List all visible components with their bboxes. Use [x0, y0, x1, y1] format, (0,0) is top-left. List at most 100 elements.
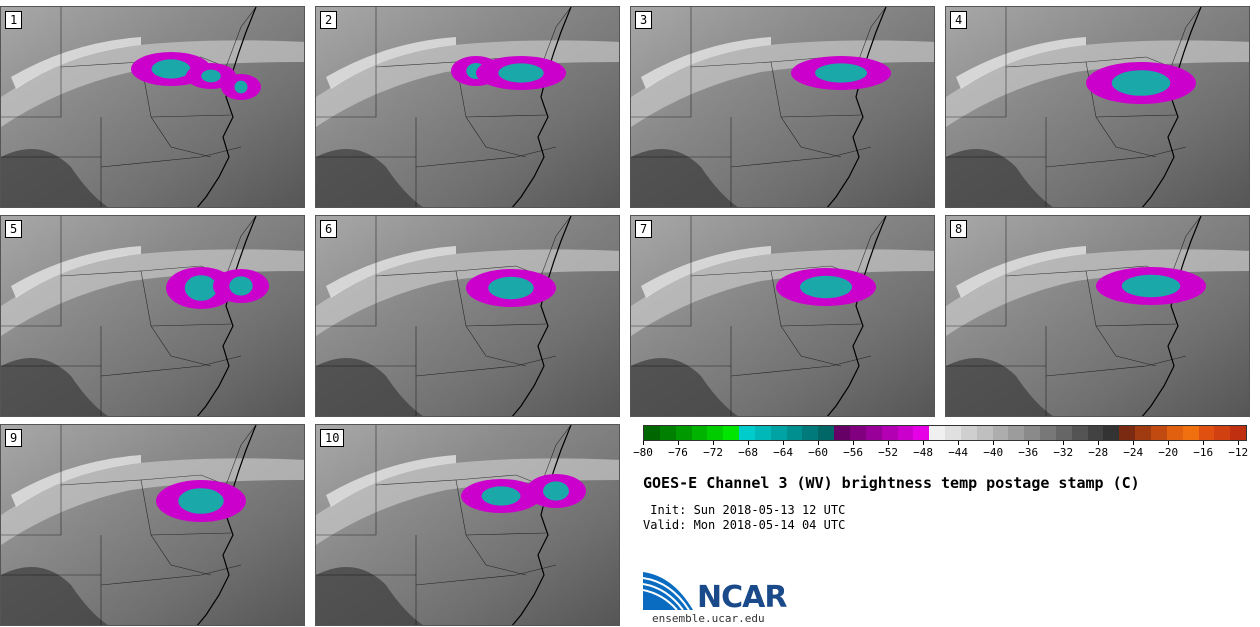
colorbar-swatch	[913, 426, 930, 440]
colorbar-tick-mark	[1028, 441, 1030, 445]
map-panel-2: 2	[315, 6, 620, 208]
map-panel-4: 4	[945, 6, 1250, 208]
ncar-url: ensemble.ucar.edu	[652, 612, 765, 625]
water-vapor-map	[316, 425, 619, 625]
colorbar-swatch	[992, 426, 1009, 440]
colorbar-tick-label: −48	[913, 446, 934, 459]
colorbar-tick-label: −12	[1228, 446, 1249, 459]
colorbar-tick-label: −72	[703, 446, 723, 459]
colorbar-swatch	[1071, 426, 1088, 440]
colorbar-tick-mark	[783, 441, 785, 445]
colorbar-swatch	[1119, 426, 1136, 440]
ncar-logo-icon	[643, 572, 693, 611]
colorbar-swatch	[754, 426, 771, 440]
water-vapor-map	[316, 216, 619, 416]
colorbar-swatch	[691, 426, 708, 440]
colorbar-tick-label: −44	[948, 446, 969, 459]
panel-label: 4	[950, 11, 968, 29]
colorbar-tick-label: −76	[668, 446, 688, 459]
colorbar-tick-mark	[713, 441, 715, 445]
colorbar-swatch	[1024, 426, 1041, 440]
colorbar-swatch	[1103, 426, 1120, 440]
colorbar-swatch	[1040, 426, 1056, 440]
colorbar-tick-label: −32	[1053, 446, 1074, 459]
colorbar-tick-label: −36	[1018, 446, 1039, 459]
colorbar-swatch	[786, 426, 803, 440]
colorbar-swatch	[802, 426, 819, 440]
colorbar-swatch	[707, 426, 724, 440]
map-panel-10: 10	[315, 424, 620, 626]
init-time: Init: Sun 2018-05-13 12 UTC	[643, 503, 846, 517]
colorbar-tick-label: −20	[1158, 446, 1179, 459]
colorbar-swatch	[881, 426, 898, 440]
colorbar-tick-mark	[1203, 441, 1205, 445]
water-vapor-map	[1, 425, 304, 625]
colorbar-tick-mark	[818, 441, 820, 445]
colorbar-swatch	[929, 426, 946, 440]
colorbar-tick-mark	[1238, 441, 1240, 445]
colorbar-swatch	[1214, 426, 1231, 440]
water-vapor-map	[946, 7, 1249, 207]
colorbar-swatch	[976, 426, 993, 440]
panel-label: 5	[5, 220, 23, 238]
colorbar-swatch	[675, 426, 692, 440]
colorbar-swatch	[1151, 426, 1167, 440]
valid-time: Valid: Mon 2018-05-14 04 UTC	[643, 518, 846, 532]
colorbar-swatch	[770, 426, 787, 440]
colorbar-swatch	[1008, 426, 1025, 440]
colorbar-swatch	[1055, 426, 1072, 440]
colorbar-swatch	[897, 426, 914, 440]
colorbar-tick-mark	[1098, 441, 1100, 445]
colorbar-ticks: −80 −76 −72 −68 −64 −60 −56 −52 −48 −44 −40 −36 −32 −…	[633, 446, 1249, 460]
colorbar-tickmarks	[643, 441, 1247, 445]
map-panel-7: 7	[630, 215, 935, 417]
panel-label: 8	[950, 220, 968, 238]
colorbar-swatch	[945, 426, 961, 440]
colorbar-tick-mark	[748, 441, 750, 445]
colorbar-swatch	[1087, 426, 1104, 440]
colorbar-tick-label: −16	[1193, 446, 1214, 459]
map-panel-8: 8	[945, 215, 1250, 417]
colorbar-tick-mark	[888, 441, 890, 445]
colorbar-tick-label: −64	[773, 446, 793, 459]
colorbar-tick-label: −56	[843, 446, 864, 459]
colorbar-tick-label: −28	[1088, 446, 1109, 459]
colorbar-tick-label: −40	[983, 446, 1004, 459]
colorbar-tick-label: −24	[1123, 446, 1144, 459]
colorbar-tick-mark	[1133, 441, 1135, 445]
figure-title: GOES-E Channel 3 (WV) brightness temp po…	[643, 474, 1140, 492]
colorbar-swatch	[849, 426, 866, 440]
colorbar-tick-mark	[853, 441, 855, 445]
map-panel-1: 1	[0, 6, 305, 208]
water-vapor-map	[946, 216, 1249, 416]
colorbar-swatch	[723, 426, 740, 440]
panel-label: 3	[635, 11, 653, 29]
ncar-logo-text: NCAR	[697, 580, 787, 615]
colorbar-swatch	[1230, 426, 1247, 440]
colorbar-swatch	[818, 426, 835, 440]
colorbar-swatch	[739, 426, 755, 440]
colorbar-swatch	[1166, 426, 1183, 440]
panel-label: 7	[635, 220, 653, 238]
colorbar-swatch	[834, 426, 850, 440]
colorbar-tick-mark	[993, 441, 995, 445]
colorbar-swatch	[644, 426, 660, 440]
colorbar-tick-mark	[678, 441, 679, 445]
map-panel-6: 6	[315, 215, 620, 417]
panel-label: 2	[320, 11, 338, 29]
panel-label: 10	[320, 429, 345, 447]
colorbar-swatch	[1182, 426, 1199, 440]
colorbar-swatch	[659, 426, 676, 440]
colorbar-swatch	[1198, 426, 1215, 440]
water-vapor-map	[1, 216, 304, 416]
colorbar-tick-mark	[958, 441, 960, 445]
water-vapor-map	[631, 7, 934, 207]
colorbar-tick-label: −52	[878, 446, 899, 459]
colorbar-tick-mark	[1168, 441, 1170, 445]
panel-label: 9	[5, 429, 23, 447]
panel-label: 1	[5, 11, 23, 29]
colorbar	[643, 425, 1247, 441]
water-vapor-map	[631, 216, 934, 416]
water-vapor-map	[1, 7, 304, 207]
colorbar-swatch	[865, 426, 882, 440]
